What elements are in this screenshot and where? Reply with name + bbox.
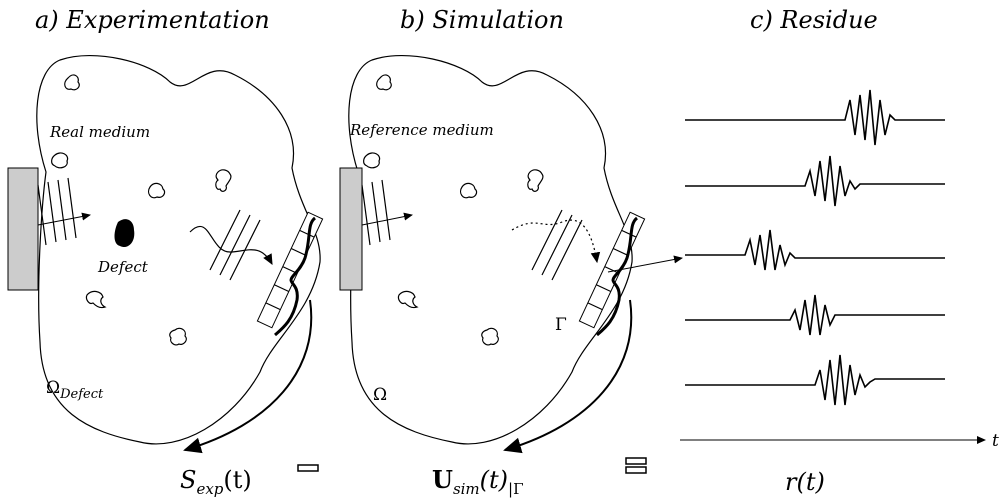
wavefront	[362, 180, 390, 245]
output-main: U	[432, 465, 453, 494]
output-sub: exp	[196, 480, 223, 498]
output-label: Sexp(t)	[180, 466, 252, 498]
signal	[685, 230, 945, 270]
transducer	[8, 168, 38, 290]
panel-experimentation: a) Experimentation Real medium Defect ΩD…	[8, 6, 323, 498]
equals-sign	[626, 458, 646, 464]
output-arg: (t)	[223, 466, 251, 494]
sensor-array	[579, 212, 644, 335]
domain-sub: Defect	[59, 387, 104, 402]
medium-outline	[349, 56, 632, 444]
domain-label: Ω	[373, 385, 387, 405]
panel-title: c) Residue	[750, 6, 878, 34]
output-label: Usim(t)|Γ	[432, 465, 524, 498]
domain-label: ΩDefect	[46, 378, 104, 402]
domain-main: Ω	[46, 378, 60, 398]
signal	[685, 295, 945, 335]
output-main: S	[180, 466, 196, 494]
axis-label: t	[992, 431, 999, 451]
minus-sign	[298, 465, 318, 471]
signal	[685, 355, 945, 405]
inclusions	[364, 75, 543, 345]
output-label: r(t)	[785, 468, 825, 496]
panel-simulation: b) Simulation Reference medium Γ Ω Usim(…	[340, 6, 682, 498]
inclusions	[52, 75, 231, 345]
panel-title: b) Simulation	[400, 6, 564, 34]
panel-title: a) Experimentation	[35, 6, 270, 34]
output-sub: sim	[453, 480, 480, 498]
signal	[685, 156, 945, 206]
boundary-label: Γ	[555, 315, 567, 335]
diagram: a) Experimentation Real medium Defect ΩD…	[0, 0, 1005, 504]
wavefront	[532, 210, 582, 280]
equals-sign	[626, 467, 646, 473]
arrow	[512, 220, 597, 262]
medium-outline	[37, 56, 320, 444]
output-arg: (t)	[480, 466, 508, 494]
panel-residue: c) Residue t r(t)	[680, 6, 999, 496]
transducer	[340, 168, 362, 290]
defect	[115, 219, 135, 247]
arrow	[190, 226, 272, 264]
arrow	[505, 300, 631, 450]
signal	[685, 90, 945, 145]
output-restriction: |Γ	[508, 480, 523, 498]
medium-label: Real medium	[49, 123, 150, 141]
sensor-array	[257, 212, 322, 335]
defect-label: Defect	[97, 258, 149, 276]
medium-label: Reference medium	[349, 121, 494, 139]
